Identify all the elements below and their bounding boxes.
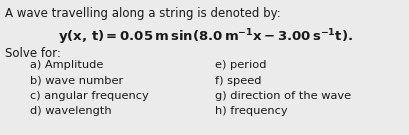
Text: g) direction of the wave: g) direction of the wave <box>214 91 350 101</box>
Text: b) wave number: b) wave number <box>30 75 123 85</box>
Text: A wave travelling along a string is denoted by:: A wave travelling along a string is deno… <box>5 7 280 20</box>
Text: d) wavelength: d) wavelength <box>30 107 111 117</box>
Text: a) Amplitude: a) Amplitude <box>30 60 103 70</box>
Text: c) angular frequency: c) angular frequency <box>30 91 148 101</box>
Text: h) frequency: h) frequency <box>214 107 287 117</box>
Text: Solve for:: Solve for: <box>5 47 61 60</box>
Text: $\mathbf{y(x,\,t) = 0.05\,m\,sin(8.0\,m^{-1}x - 3.00\,s^{-1}t).}$: $\mathbf{y(x,\,t) = 0.05\,m\,sin(8.0\,m^… <box>57 27 352 47</box>
Text: e) period: e) period <box>214 60 266 70</box>
Text: f) speed: f) speed <box>214 75 261 85</box>
